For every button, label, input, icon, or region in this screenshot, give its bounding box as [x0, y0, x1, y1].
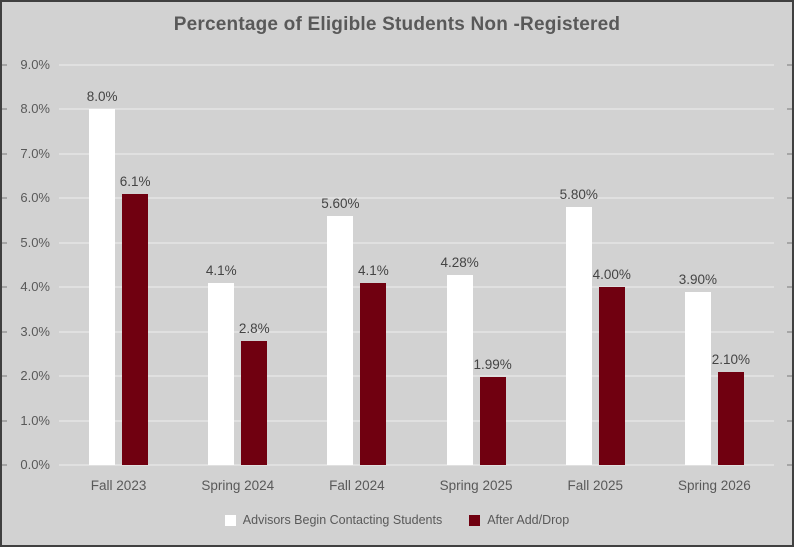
bar-after-add-drop: [479, 376, 506, 465]
bar-value-label: 4.28%: [440, 254, 479, 270]
bar-advisors-begin-contacting-students: [89, 109, 116, 465]
y-axis-tick-label: 2.0%: [20, 368, 50, 384]
y-axis-tick-label: 1.0%: [20, 412, 50, 428]
bar-advisors-begin-contacting-students: [327, 216, 354, 465]
y-axis-tick: [2, 152, 7, 155]
y-axis-tick-label: 6.0%: [20, 190, 50, 206]
y-axis-tick: [787, 152, 792, 155]
bar-advisors-begin-contacting-students: [565, 207, 592, 465]
legend-label: After Add/Drop: [487, 513, 570, 527]
y-axis-tick: [2, 286, 7, 289]
y-axis-tick: [787, 330, 792, 333]
bar-value-label: 2.8%: [238, 320, 270, 336]
bar-value-label: 8.0%: [86, 89, 118, 105]
chart-title: Percentage of Eligible Students Non -Reg…: [173, 14, 621, 35]
y-axis-tick-label: 7.0%: [20, 145, 50, 161]
gridline: [59, 375, 774, 378]
bar-value-label: 3.90%: [678, 271, 718, 287]
bar-after-add-drop: [241, 340, 268, 465]
y-axis-tick: [787, 419, 792, 422]
y-axis-tick-label: 8.0%: [20, 101, 50, 117]
bar-value-label: 5.80%: [559, 187, 598, 203]
legend-swatch-after-add-drop: [469, 514, 481, 526]
y-axis-tick: [787, 64, 792, 66]
gridline: [59, 108, 774, 111]
y-axis-tick: [2, 241, 7, 244]
legend-label: Advisors Begin Contacting Students: [242, 513, 443, 527]
bar-advisors-begin-contacting-students: [446, 274, 473, 465]
gridline: [59, 286, 774, 289]
gridline: [59, 152, 774, 155]
y-axis-tick: [2, 330, 7, 333]
bar-advisors-begin-contacting-students: [208, 282, 235, 465]
bar-value-label: 1.99%: [473, 356, 512, 372]
y-axis-tick: [787, 464, 792, 466]
x-axis-category-label: Fall 2025: [567, 478, 624, 493]
x-axis-category-label: Fall 2024: [329, 478, 385, 493]
bar-value-label: 4.1%: [205, 262, 237, 278]
y-axis-tick-label: 4.0%: [20, 279, 50, 295]
y-axis-tick-label: 5.0%: [20, 234, 50, 250]
y-axis-tick-label: 0.0%: [20, 457, 50, 472]
bar-after-add-drop: [598, 287, 625, 465]
y-axis-tick: [787, 108, 792, 111]
gridline: [59, 64, 774, 66]
bar-value-label: 4.00%: [592, 267, 631, 283]
gridline: [59, 197, 774, 200]
bar-value-label: 2.10%: [711, 351, 751, 367]
gridline: [59, 419, 774, 422]
y-axis-tick: [2, 108, 7, 111]
x-axis-category-label: Fall 2023: [90, 478, 147, 493]
bar-value-label: 4.1%: [358, 262, 389, 278]
gridline: [59, 241, 774, 244]
bar-after-add-drop: [122, 193, 149, 465]
plot-area: 8.0% 6.1% 4.1% 2.8% 5.60% 4.1% 4.28% 1.99% 5.80%…: [59, 64, 774, 466]
legend: Advisors Begin Contacting Students After …: [2, 513, 792, 527]
bar-value-label: 6.1%: [119, 173, 151, 189]
y-axis-tick: [2, 197, 7, 200]
bar-advisors-begin-contacting-students: [684, 291, 711, 465]
y-axis-tick: [787, 286, 792, 289]
gridline: [59, 330, 774, 333]
y-axis-tick: [787, 375, 792, 378]
y-axis-tick-label: 9.0%: [20, 57, 50, 72]
bar-after-add-drop: [717, 371, 744, 465]
y-axis-tick: [787, 197, 792, 200]
legend-entry: Advisors Begin Contacting Students: [224, 513, 443, 527]
x-axis-category-label: Spring 2024: [201, 478, 275, 493]
y-axis-tick: [2, 375, 7, 378]
y-axis-tick: [2, 64, 7, 66]
x-axis-category-label: Spring 2026: [678, 478, 751, 493]
legend-entry: After Add/Drop: [469, 513, 569, 527]
bar-after-add-drop: [360, 282, 387, 465]
x-axis-category-label: Spring 2025: [439, 478, 513, 493]
y-axis-tick: [787, 241, 792, 244]
legend-swatch-advisors: [224, 514, 236, 526]
y-axis-tick: [2, 419, 7, 422]
y-axis-tick-label: 3.0%: [20, 323, 50, 339]
bar-value-label: 5.60%: [321, 196, 360, 212]
y-axis-tick: [2, 464, 7, 466]
gridline: [59, 464, 774, 466]
